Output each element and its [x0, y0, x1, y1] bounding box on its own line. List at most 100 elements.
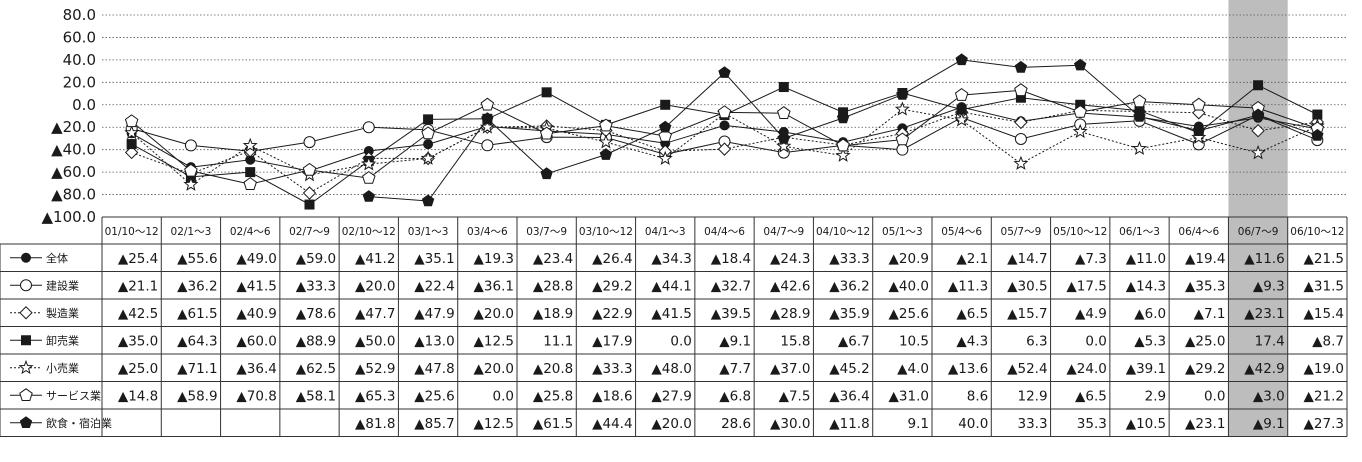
data-point — [420, 150, 436, 165]
x-tick-label: 05/7～9 — [1001, 226, 1042, 238]
table-cell: ▲20.8 — [533, 361, 573, 377]
table-cell: ▲52.4 — [1007, 361, 1047, 377]
table-cell: ▲19.4 — [1185, 251, 1225, 267]
data-point — [1192, 97, 1206, 111]
table-cell: ▲41.2 — [355, 251, 395, 267]
table-cell: 0.0 — [1085, 333, 1106, 349]
legend-item: 卸売業 — [10, 333, 79, 347]
legend-item: 小売業 — [10, 359, 79, 375]
table-cell: ▲5.3 — [1134, 333, 1166, 349]
table-cell: ▲25.6 — [414, 388, 454, 404]
x-tick-label: 04/1～3 — [645, 226, 686, 238]
data-point — [1015, 92, 1026, 103]
table-cell: ▲41.5 — [236, 278, 276, 294]
data-point — [421, 194, 435, 207]
data-point — [717, 105, 732, 119]
legend-label: 小売業 — [46, 362, 79, 375]
y-tick-label: ▲20.0 — [51, 118, 96, 136]
table-cell: ▲33.3 — [829, 251, 869, 267]
y-tick-label: ▲100.0 — [42, 208, 96, 226]
data-point — [719, 120, 730, 131]
data-point — [243, 177, 257, 190]
table-cell: ▲17.5 — [1066, 278, 1106, 294]
table-cell: ▲6.8 — [719, 388, 751, 404]
table-cell: ▲36.1 — [474, 278, 514, 294]
table-cell: ▲29.2 — [592, 278, 632, 294]
table-cell: 8.6 — [967, 388, 988, 404]
table-cell: ▲11.0 — [1126, 251, 1166, 267]
table-cell: 40.0 — [958, 416, 988, 432]
table-cell: ▲6.5 — [1075, 388, 1107, 404]
table-cell: ▲31.0 — [889, 388, 929, 404]
legend-label: 製造業 — [46, 306, 79, 320]
data-point — [599, 118, 613, 132]
series-line — [131, 108, 1318, 186]
y-tick-label: 0.0 — [72, 96, 96, 114]
table-cell: ▲25.6 — [889, 306, 929, 322]
table-cell: ▲14.3 — [1126, 278, 1166, 294]
table-cell: ▲11.6 — [1244, 251, 1284, 267]
table-cell: ▲35.1 — [414, 251, 454, 267]
data-point — [245, 167, 256, 178]
table-cell: 15.8 — [780, 333, 810, 349]
legend-marker — [19, 306, 33, 320]
table-cell: ▲25.0 — [1185, 333, 1225, 349]
y-axis: 80.0 60.0 40.0 20.0 0.0 ▲20.0 ▲40.0 ▲60.0 ▲80.0 ▲… — [42, 6, 96, 226]
table-cell: ▲24.0 — [1066, 361, 1106, 377]
table-cell: ▲81.8 — [355, 416, 395, 432]
x-tick-label: 05/1～3 — [882, 226, 923, 238]
table-cell: ▲64.3 — [177, 333, 217, 349]
table-cell: ▲44.1 — [651, 278, 691, 294]
x-tick-label: 01/10～12 — [105, 226, 159, 238]
x-tick-label: 02/1～3 — [171, 226, 212, 238]
table-cell: ▲32.7 — [711, 278, 751, 294]
table-cell: ▲9.1 — [719, 333, 751, 349]
data-point — [954, 87, 969, 101]
table-cell: ▲19.0 — [1304, 361, 1344, 377]
table-cell: ▲20.0 — [355, 278, 395, 294]
table-cell: ▲47.9 — [414, 306, 454, 322]
data-point — [717, 142, 732, 156]
table-cell: ▲58.9 — [177, 388, 217, 404]
data-point — [1132, 94, 1147, 108]
table-cell: ▲37.0 — [770, 361, 810, 377]
table-cell: 2.9 — [1145, 388, 1166, 404]
legend-item: 飲食・宿泊業 — [10, 416, 112, 430]
data-point — [539, 126, 554, 140]
data-point — [657, 150, 673, 166]
table-cell: ▲30.0 — [770, 416, 810, 432]
x-tick-label: 02/10～12 — [342, 226, 396, 238]
data-point — [835, 147, 851, 162]
data-point — [777, 106, 791, 119]
table-cell: 9.1 — [908, 416, 929, 432]
y-tick-label: 40.0 — [63, 51, 96, 69]
data-point — [1073, 104, 1087, 118]
data-point — [896, 143, 909, 156]
table-cell: ▲18.4 — [711, 251, 751, 267]
table-cell: ▲28.8 — [533, 278, 573, 294]
table-cell: ▲47.7 — [355, 306, 395, 322]
data-point — [184, 163, 198, 177]
table-cell: ▲49.0 — [236, 251, 276, 267]
table-cell: ▲12.5 — [474, 333, 514, 349]
legend-marker — [21, 335, 31, 346]
x-tick-label: 03/10～12 — [579, 226, 633, 238]
table-cell: ▲70.8 — [236, 388, 276, 404]
data-point — [540, 167, 553, 180]
data-point — [1014, 133, 1027, 146]
legend-item: 製造業 — [10, 306, 79, 320]
table-cell: ▲30.5 — [1007, 278, 1047, 294]
x-tick-label: 06/1～3 — [1119, 226, 1160, 238]
table-cell: ▲6.5 — [956, 306, 988, 322]
table-cell: ▲35.3 — [1185, 278, 1225, 294]
data-point — [1253, 80, 1264, 91]
x-tick-label: 04/7～9 — [763, 226, 804, 238]
data-point — [124, 124, 140, 140]
table-cell: 0.0 — [670, 333, 691, 349]
y-tick-label: ▲40.0 — [51, 141, 96, 159]
table-cell: ▲23.1 — [1244, 306, 1284, 322]
table-cell: ▲45.2 — [829, 361, 869, 377]
y-tick-label: 80.0 — [63, 6, 96, 24]
table-cell: ▲20.0 — [474, 361, 514, 377]
legend-marker — [21, 252, 31, 263]
